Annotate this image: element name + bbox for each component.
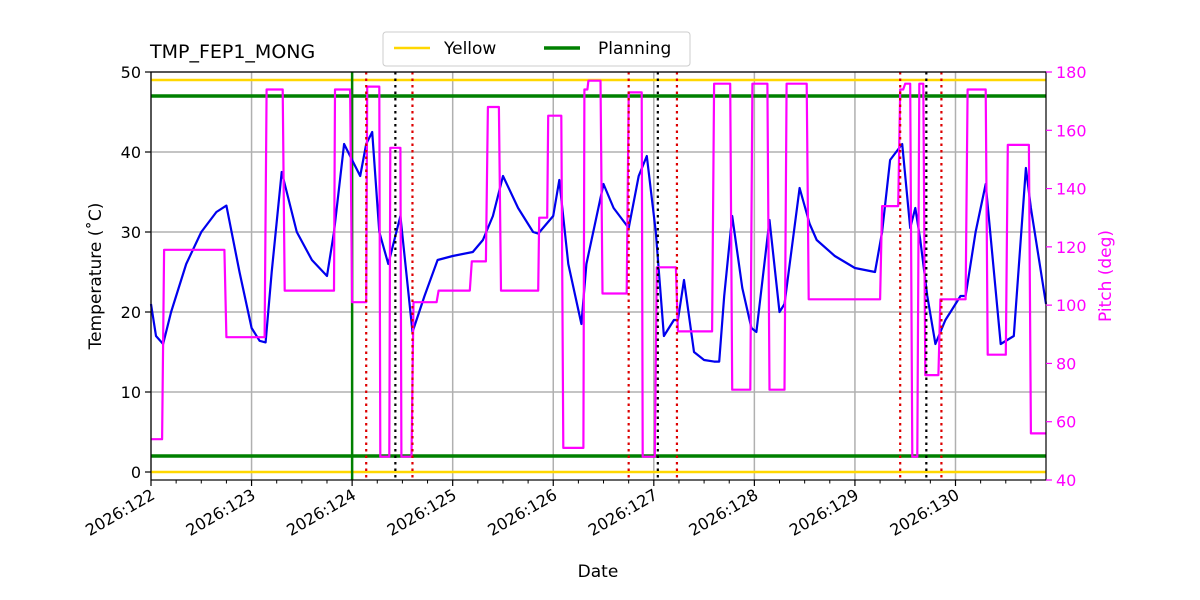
y-axis-label-right: Pitch (deg) [1096, 230, 1116, 322]
pitch-series-line [151, 79, 1046, 458]
y-tick-label-5: 50 [121, 63, 141, 82]
y-tick-label-0: 0 [131, 463, 141, 482]
y2-tick-label-1: 60 [1056, 413, 1076, 432]
y2-tick-label-5: 140 [1056, 180, 1087, 199]
y-tick-label-2: 20 [121, 303, 141, 322]
y-axis-label-left: Temperature (˚C) [85, 203, 106, 351]
chart-title: TMP_FEP1_MONG [149, 41, 315, 63]
y2-tick-label-2: 80 [1056, 354, 1076, 373]
y-tick-label-4: 40 [121, 143, 141, 162]
y2-tick-label-3: 100 [1056, 296, 1087, 315]
y2-tick-label-6: 160 [1056, 121, 1087, 140]
plot-frame [150, 71, 1047, 481]
legend-label-planning: Planning [598, 39, 671, 59]
y2-tick-label-4: 120 [1056, 238, 1087, 257]
y2-tick-label-7: 180 [1056, 63, 1087, 82]
y2-tick-label-0: 40 [1056, 471, 1076, 490]
x-axis-label: Date [578, 562, 619, 582]
y-tick-label-3: 30 [121, 223, 141, 242]
legend: Yellow Planning [382, 31, 691, 67]
event-markers [365, 72, 943, 480]
y-tick-label-1: 10 [121, 383, 141, 402]
legend-label-yellow: Yellow [443, 39, 496, 59]
legend-frame [382, 31, 691, 67]
